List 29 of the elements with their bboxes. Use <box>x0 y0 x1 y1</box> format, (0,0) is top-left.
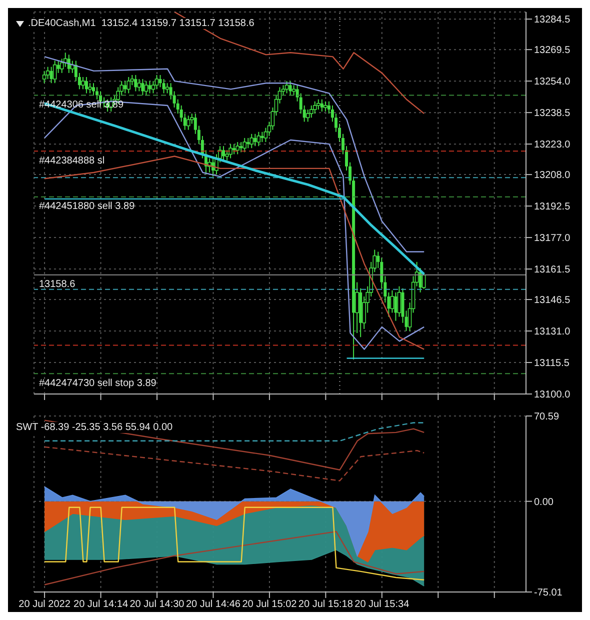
y-tick-label: 13192.5 <box>534 202 571 213</box>
y-tick-label: 0.00 <box>534 496 554 508</box>
x-tick-label: 20 Jul 15:02 <box>242 599 298 610</box>
y-tick-label: -75.01 <box>534 588 563 599</box>
y-tick-label: 13131.0 <box>534 326 571 338</box>
x-tick-label: 20 Jul 15:18 <box>298 599 354 610</box>
ref-line-label: #442384888 sl <box>39 155 105 166</box>
x-tick-label: 20 Jul 14:30 <box>130 599 185 610</box>
y-tick-label: 13238.5 <box>534 108 571 120</box>
y-tick-label: 13146.5 <box>534 295 571 306</box>
x-tick-label: 20 Jul 14:14 <box>74 599 128 610</box>
y-tick-label: 13223.0 <box>534 140 571 151</box>
ref-line-label: #442474730 sell stop 3.89 <box>39 378 157 389</box>
ref-line-label: 13158.6 <box>39 279 76 290</box>
text: SWT -68.39 -25.35 3.56 55.94 0.00 <box>16 422 173 433</box>
y-tick-label: 13177.0 <box>534 233 571 244</box>
y-tick-label: 13208.0 <box>534 170 571 182</box>
y-tick-label: 70.59 <box>534 412 560 423</box>
x-tick-label: 20 Jul 2022 <box>18 599 71 610</box>
y-tick-label: 13254.0 <box>534 76 571 88</box>
ref-line-label: #442451880 sell 3.89 <box>39 201 136 212</box>
y-tick-label: 13161.5 <box>534 264 571 276</box>
y-tick-label: 13284.5 <box>534 14 571 26</box>
text: .DE40Cash,M1 13152.4 13159.7 13151.7 13158.6 <box>28 18 254 29</box>
x-tick-label: 20 Jul 15:34 <box>354 599 410 610</box>
y-tick-label: 13115.5 <box>534 358 570 370</box>
y-tick-label: 13269.5 <box>534 45 571 56</box>
y-tick-label: 13100.0 <box>534 390 571 401</box>
x-tick-label: 20 Jul 14:46 <box>186 599 241 610</box>
